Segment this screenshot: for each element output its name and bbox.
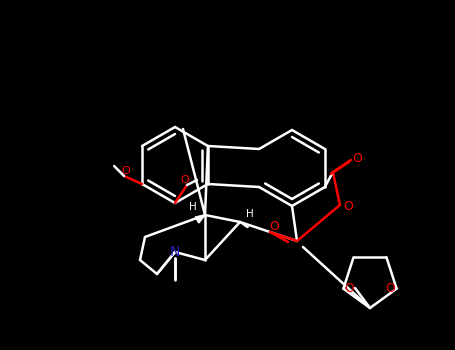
Text: O: O [269, 220, 279, 233]
Text: H: H [246, 209, 254, 219]
Text: O: O [344, 282, 354, 295]
Text: O: O [386, 282, 395, 295]
Text: O: O [122, 166, 131, 176]
Text: O: O [352, 152, 362, 164]
Polygon shape [195, 215, 205, 223]
Text: O: O [181, 175, 189, 185]
Text: O: O [343, 201, 353, 214]
Text: H: H [189, 202, 197, 212]
Text: N: N [170, 245, 180, 259]
